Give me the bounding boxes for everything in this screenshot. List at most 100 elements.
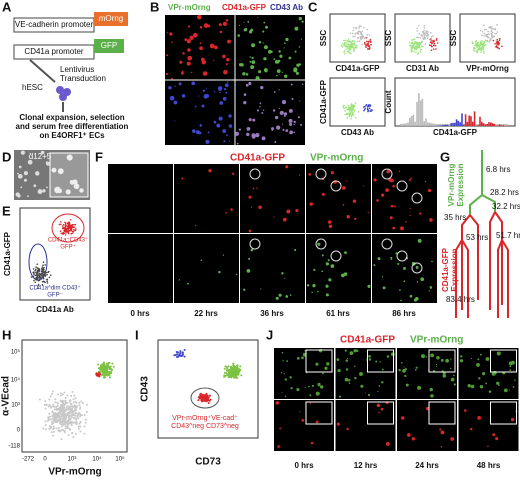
speck — [38, 189, 43, 194]
dot — [499, 43, 501, 45]
dot — [353, 48, 355, 50]
speck — [259, 41, 261, 43]
dot — [209, 395, 211, 397]
speck — [284, 75, 287, 78]
dot — [475, 40, 477, 42]
dot — [65, 425, 67, 427]
speck — [478, 377, 480, 379]
dot — [425, 43, 427, 45]
dot — [437, 42, 439, 44]
speck — [368, 394, 370, 396]
dot — [73, 395, 75, 397]
speck — [308, 386, 310, 388]
hist-bar — [481, 122, 483, 126]
dot — [64, 227, 66, 229]
speck — [504, 389, 508, 393]
speck — [415, 369, 417, 371]
speck — [237, 34, 240, 37]
speck — [331, 171, 334, 174]
dot — [71, 233, 73, 235]
channel-label: CD41a-GFP — [222, 3, 267, 12]
dot — [364, 108, 366, 110]
dot — [355, 102, 357, 104]
dot — [351, 116, 353, 118]
speck — [471, 358, 472, 359]
dot — [33, 274, 35, 276]
speck — [223, 22, 227, 26]
dot — [497, 47, 499, 49]
dot — [414, 48, 416, 50]
dot — [55, 417, 57, 419]
speck — [496, 382, 499, 385]
speck — [226, 58, 230, 62]
speck — [244, 29, 247, 32]
dot — [495, 39, 497, 41]
speck — [260, 103, 262, 105]
dot — [416, 43, 418, 45]
dot — [82, 402, 84, 404]
dot — [50, 405, 52, 407]
dot — [45, 403, 47, 405]
time-label: 22 hrs — [194, 309, 218, 318]
dot — [72, 412, 74, 414]
dot — [482, 31, 484, 33]
speck — [392, 185, 395, 188]
dot — [420, 34, 422, 36]
hist-bar — [479, 117, 481, 126]
speck — [363, 185, 364, 186]
hist-bar — [429, 123, 431, 126]
speck — [421, 354, 425, 358]
speck — [52, 168, 57, 173]
speck — [275, 116, 278, 119]
speck — [489, 390, 492, 393]
dot — [431, 36, 433, 38]
speck — [213, 60, 214, 61]
dot — [498, 44, 500, 46]
dot — [347, 51, 349, 53]
speck — [353, 349, 356, 352]
dot — [236, 366, 238, 368]
panel-label: D — [2, 149, 11, 164]
speck — [377, 391, 378, 392]
speck — [404, 375, 406, 377]
dot — [52, 422, 54, 424]
speck — [208, 131, 210, 133]
speck — [203, 90, 205, 92]
dot — [58, 415, 60, 417]
dot — [233, 375, 235, 377]
dot — [345, 40, 347, 42]
speck — [354, 377, 356, 379]
dot — [344, 50, 346, 52]
dot — [430, 39, 432, 41]
speck — [486, 357, 490, 361]
hesc-text: hESC — [22, 83, 43, 92]
speck — [301, 39, 302, 40]
dot — [60, 223, 62, 225]
speck — [279, 108, 280, 109]
speck — [511, 418, 514, 421]
dot — [72, 398, 74, 400]
dot — [101, 374, 103, 376]
dot — [355, 27, 357, 29]
speck — [328, 220, 331, 223]
dot — [41, 272, 43, 274]
speck — [450, 359, 451, 360]
dot — [418, 37, 420, 39]
dot — [75, 418, 77, 420]
dot — [350, 53, 352, 55]
dot — [483, 24, 485, 26]
dot — [32, 272, 34, 274]
dot — [48, 405, 50, 407]
dot — [35, 266, 37, 268]
dot — [411, 48, 413, 50]
speck — [420, 277, 424, 281]
dot — [63, 391, 65, 393]
speck — [223, 70, 228, 75]
speck — [430, 388, 433, 391]
speck — [229, 141, 230, 142]
speck — [312, 284, 315, 287]
speck — [450, 368, 451, 369]
speck — [291, 98, 293, 100]
dot — [487, 31, 489, 33]
speck — [199, 124, 202, 127]
